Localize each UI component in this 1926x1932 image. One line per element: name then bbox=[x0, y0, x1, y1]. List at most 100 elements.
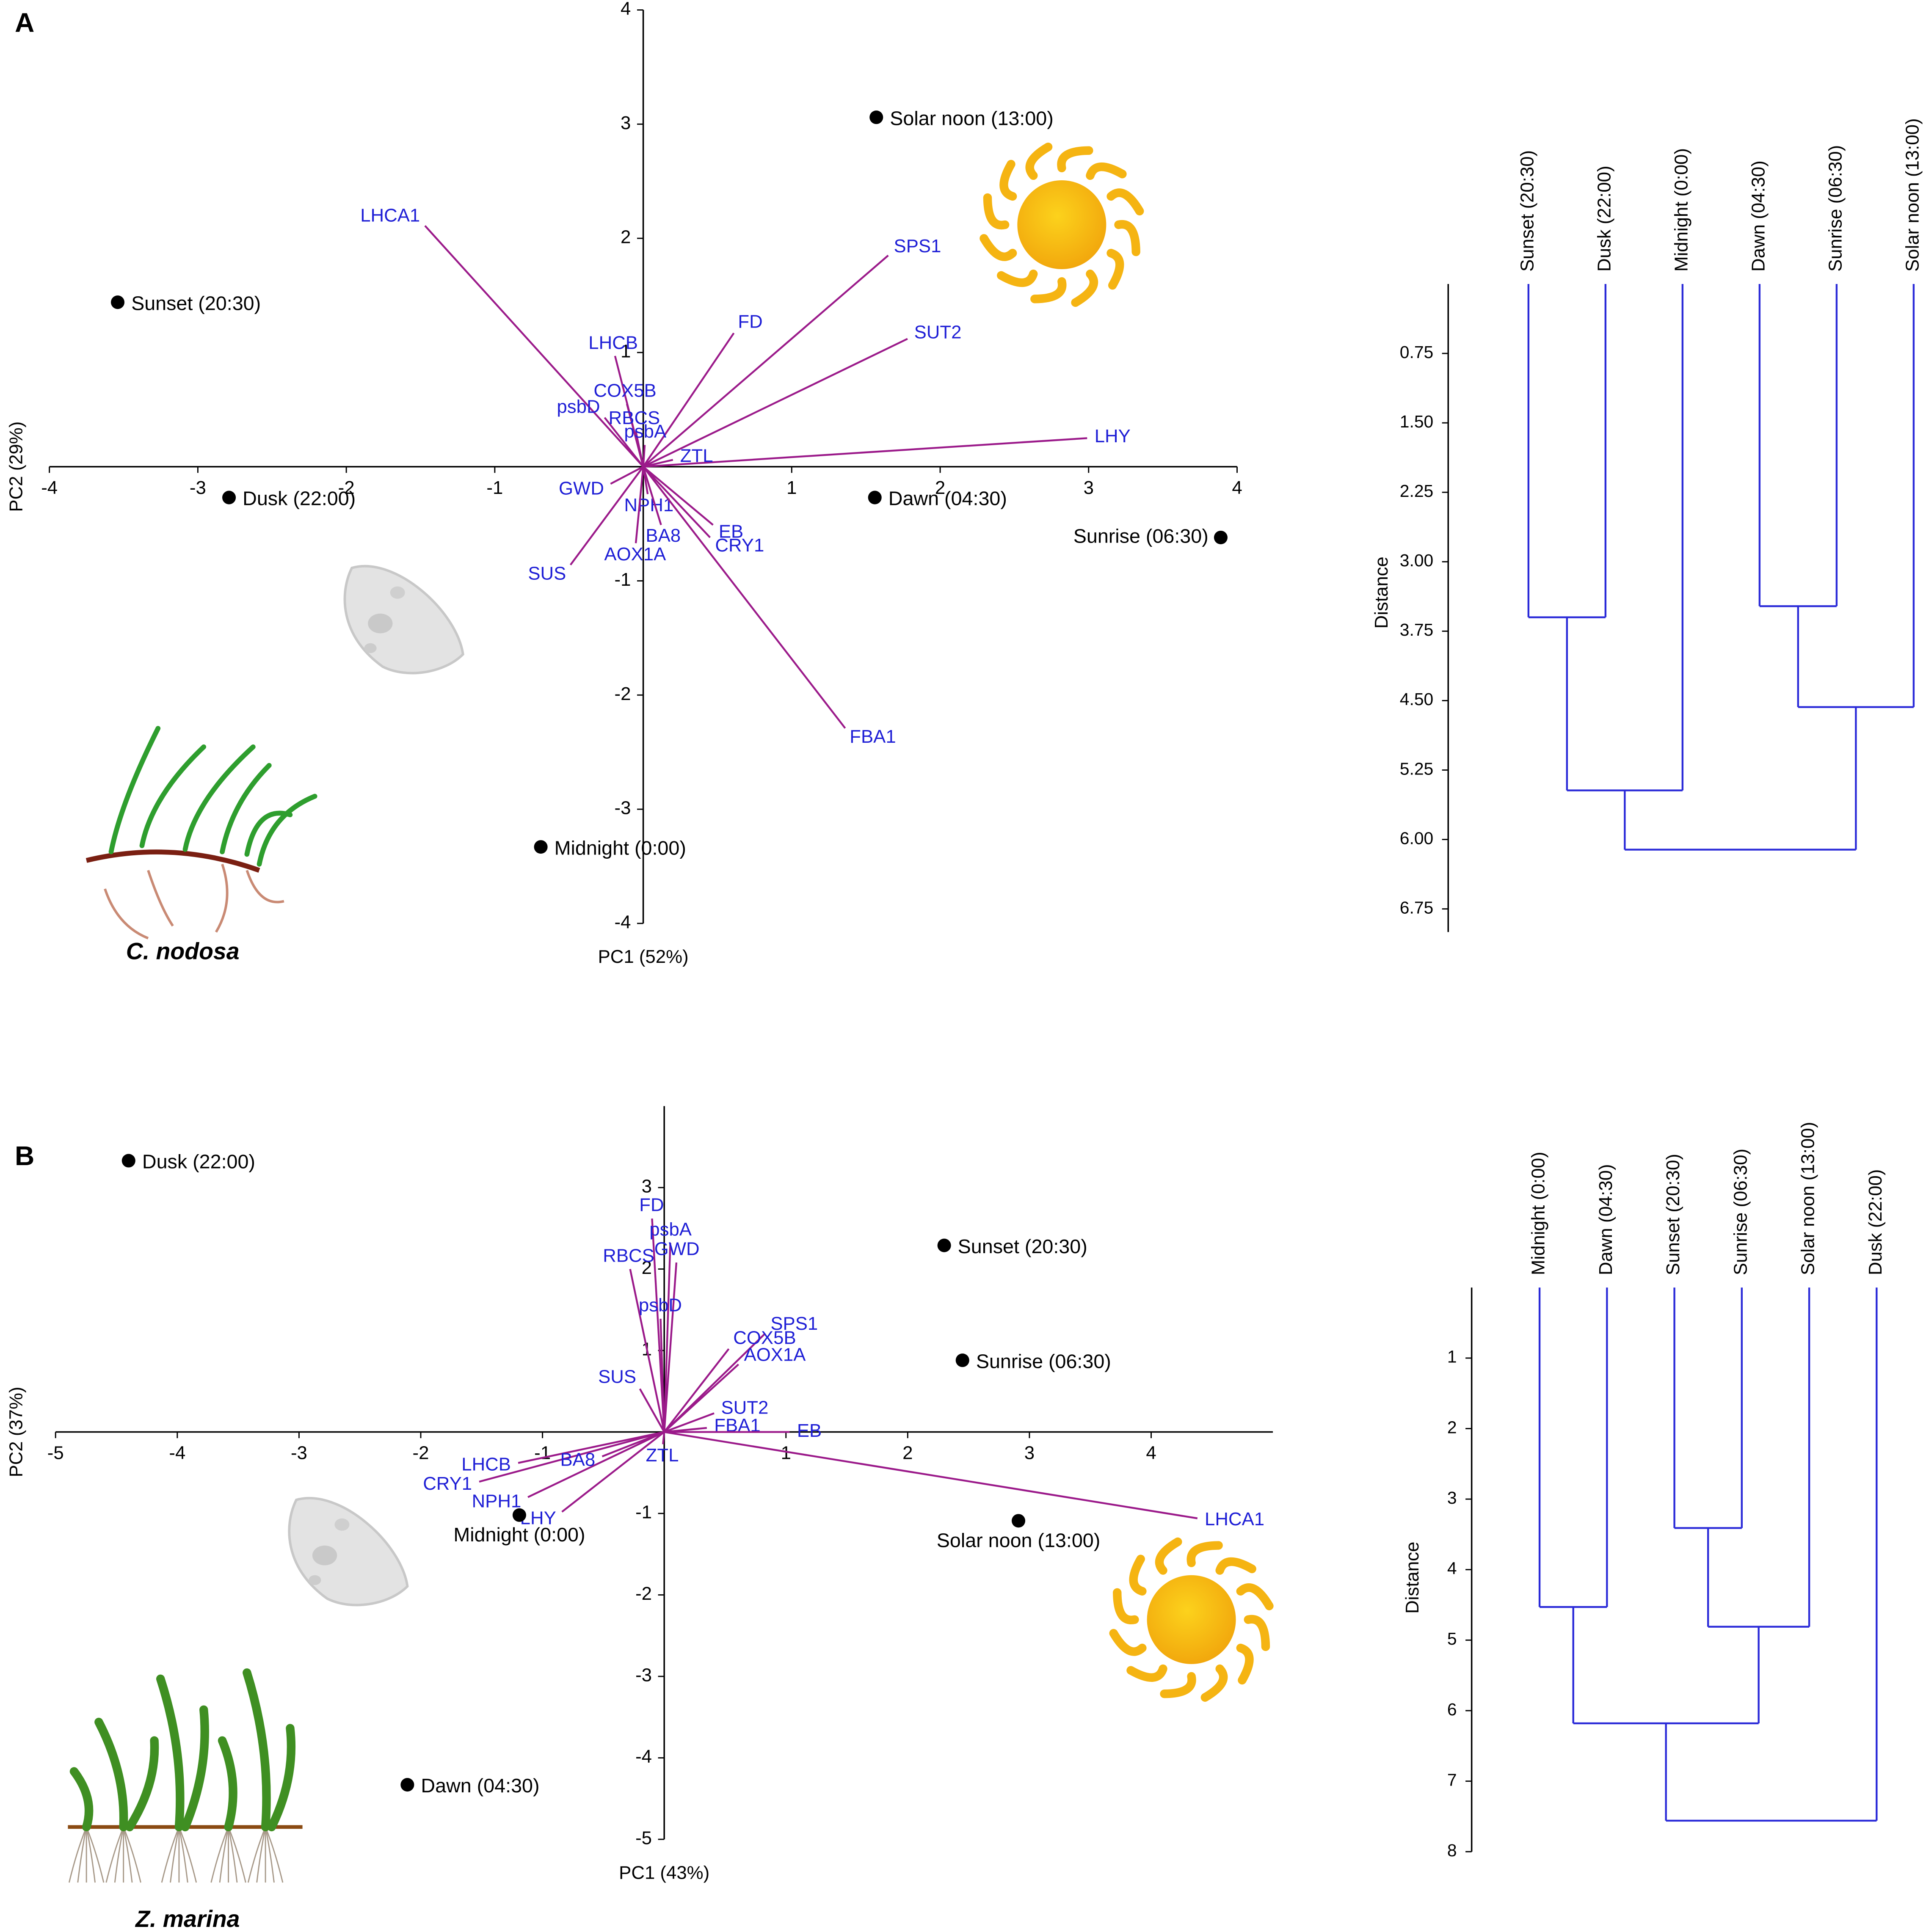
point-label: Sunrise (06:30) bbox=[976, 1350, 1111, 1372]
moon-illustration bbox=[343, 565, 464, 675]
score-point bbox=[110, 295, 125, 309]
leaf bbox=[267, 1724, 296, 1832]
loading-vector bbox=[642, 466, 711, 538]
sun-ray bbox=[1071, 270, 1098, 307]
loading-vector bbox=[602, 1431, 665, 1458]
loading-label: COX5B bbox=[593, 380, 656, 401]
x-tick-label: -1 bbox=[534, 1443, 551, 1463]
x-tick-label: 2 bbox=[935, 477, 945, 498]
leaf bbox=[218, 1736, 237, 1832]
sun-ray bbox=[983, 193, 1010, 230]
y-tick-label: 4 bbox=[1447, 1559, 1457, 1578]
sun-ray bbox=[1215, 1557, 1256, 1575]
loading-vector bbox=[643, 437, 1087, 468]
sun-ray bbox=[1236, 1583, 1274, 1610]
leaf-label: Sunrise (06:30) bbox=[1730, 1149, 1751, 1275]
loading-vector bbox=[642, 445, 646, 467]
moon-body bbox=[288, 1497, 409, 1607]
leaf-label: Dawn (04:30) bbox=[1748, 160, 1769, 272]
y-tick-label: -5 bbox=[635, 1828, 652, 1849]
sun-ray bbox=[1109, 1629, 1147, 1656]
y-tick-label: 1 bbox=[621, 341, 631, 361]
root bbox=[256, 1827, 266, 1883]
sun-ray bbox=[1129, 1554, 1147, 1596]
leaf bbox=[182, 744, 256, 852]
leaf bbox=[94, 1717, 128, 1832]
sun-ray bbox=[980, 234, 1017, 261]
y-tick-label: 5 bbox=[1447, 1629, 1457, 1648]
leaf-label: Sunset (20:30) bbox=[1517, 150, 1537, 272]
loading-label: GWD bbox=[559, 478, 604, 499]
root bbox=[246, 870, 284, 904]
leaf bbox=[257, 794, 317, 867]
x-axis-title: PC1 (43%) bbox=[619, 1862, 709, 1883]
leaf-label: Solar noon (13:00) bbox=[1902, 118, 1923, 271]
moon-spot bbox=[364, 643, 377, 653]
leaf bbox=[125, 1736, 159, 1832]
y-tick-label: 3.00 bbox=[1400, 551, 1433, 570]
sun-illustration bbox=[1109, 1537, 1274, 1702]
loading-label: ZTL bbox=[680, 446, 713, 466]
root bbox=[123, 1827, 141, 1883]
sun-ray bbox=[1030, 277, 1067, 303]
loading-vector bbox=[664, 1412, 715, 1433]
y-tick-label: 2 bbox=[1447, 1417, 1457, 1437]
y-tick-label: 2 bbox=[621, 227, 631, 248]
species-caption: C. nodosa bbox=[126, 938, 240, 965]
moon-spot bbox=[312, 1545, 337, 1565]
x-tick-label: -5 bbox=[47, 1443, 64, 1463]
loading-vector bbox=[527, 1431, 665, 1498]
x-tick-label: -3 bbox=[291, 1443, 307, 1463]
leaf-label: Sunset (20:30) bbox=[1663, 1154, 1683, 1275]
point-label: Solar noon (13:00) bbox=[890, 107, 1053, 129]
loading-vector bbox=[663, 1348, 730, 1433]
y-tick-label: 2 bbox=[642, 1257, 652, 1278]
score-point bbox=[222, 491, 236, 504]
point-label: Sunrise (06:30) bbox=[1073, 525, 1209, 547]
point-label: Midnight (0:00) bbox=[555, 837, 686, 859]
score-point bbox=[534, 840, 548, 854]
root bbox=[228, 1827, 246, 1883]
sun-ray bbox=[1086, 162, 1127, 180]
sun-disc bbox=[1017, 180, 1106, 270]
panel-label: B bbox=[15, 1141, 34, 1171]
y-axis-title: PC2 (29%) bbox=[6, 422, 26, 512]
root bbox=[105, 1827, 124, 1883]
loading-label: AOX1A bbox=[604, 544, 666, 565]
sun-ray bbox=[1155, 1537, 1182, 1575]
loading-vector bbox=[663, 1243, 671, 1432]
y-axis-title: PC2 (37%) bbox=[6, 1387, 26, 1477]
y-tick-label: 6.00 bbox=[1400, 828, 1433, 848]
point-label: Solar noon (13:00) bbox=[937, 1529, 1100, 1551]
loading-vector bbox=[642, 332, 735, 467]
point-label: Midnight (0:00) bbox=[453, 1524, 585, 1546]
x-tick-label: -2 bbox=[338, 477, 355, 498]
y-tick-label: -3 bbox=[615, 798, 631, 819]
point-label: Dusk (22:00) bbox=[142, 1151, 255, 1173]
y-tick-label: -3 bbox=[635, 1665, 652, 1686]
loading-vector bbox=[635, 431, 644, 467]
point-label: Dusk (22:00) bbox=[243, 488, 356, 510]
leaf bbox=[181, 1705, 209, 1832]
loading-label: NPH1 bbox=[472, 1491, 522, 1512]
loading-label: RBCS bbox=[603, 1246, 654, 1266]
y-tick-label: 6 bbox=[1447, 1700, 1457, 1719]
leaf-label: Dusk (22:00) bbox=[1594, 165, 1614, 271]
root bbox=[147, 870, 174, 927]
loading-vector bbox=[643, 459, 673, 468]
loading-label: ZTL bbox=[646, 1445, 679, 1466]
leaf-label: Sunrise (06:30) bbox=[1825, 145, 1846, 272]
loading-label: LHY bbox=[520, 1508, 556, 1529]
y-tick-label: 8 bbox=[1447, 1841, 1457, 1860]
loading-label: psbD bbox=[557, 396, 600, 417]
x-tick-label: 2 bbox=[902, 1443, 913, 1463]
loading-label: FBA1 bbox=[850, 726, 896, 747]
panel-label: A bbox=[15, 7, 34, 38]
score-point bbox=[400, 1778, 414, 1792]
x-tick-label: 4 bbox=[1146, 1443, 1156, 1463]
plant-illustration bbox=[68, 1668, 303, 1883]
root bbox=[247, 1827, 266, 1883]
loading-label: CRY1 bbox=[715, 535, 764, 556]
leaf bbox=[220, 763, 272, 854]
